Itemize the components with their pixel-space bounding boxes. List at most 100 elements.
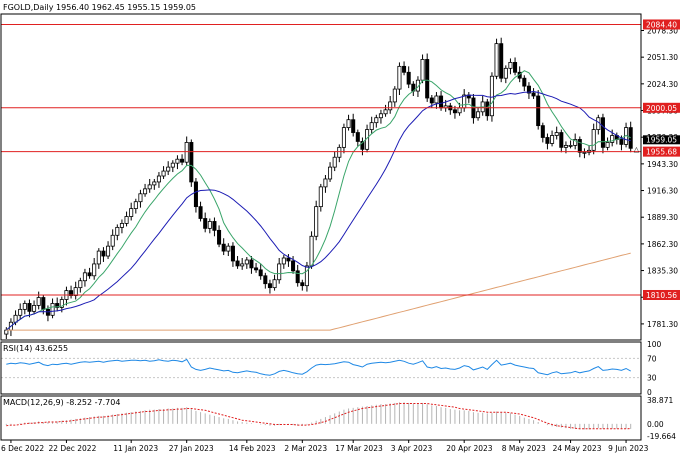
candle-body[interactable] — [129, 208, 134, 217]
candle-body[interactable] — [503, 67, 508, 79]
candle-body[interactable] — [628, 127, 633, 149]
candle-body[interactable] — [489, 75, 494, 117]
candle-body[interactable] — [184, 142, 189, 163]
candle-body[interactable] — [101, 250, 106, 257]
candle-body[interactable] — [147, 184, 152, 190]
candle-body[interactable] — [429, 97, 434, 104]
candle-body[interactable] — [249, 259, 254, 269]
candle-body[interactable] — [573, 139, 578, 146]
candle-body[interactable] — [369, 122, 374, 130]
candle-body[interactable] — [568, 144, 573, 147]
candle-body[interactable] — [203, 218, 208, 229]
candle-body[interactable] — [212, 221, 217, 231]
candle-body[interactable] — [59, 299, 64, 308]
candle-body[interactable] — [360, 141, 365, 150]
candle-body[interactable] — [374, 117, 379, 124]
candle-body[interactable] — [351, 119, 356, 133]
candle-body[interactable] — [138, 193, 143, 203]
candle-body[interactable] — [314, 206, 319, 237]
candle-body[interactable] — [439, 95, 444, 109]
candle-body[interactable] — [619, 139, 624, 145]
candle-body[interactable] — [545, 137, 550, 144]
candle-body[interactable] — [318, 186, 323, 208]
candle-body[interactable] — [383, 109, 388, 115]
candle-body[interactable] — [226, 245, 231, 252]
candle-body[interactable] — [536, 95, 541, 127]
candle-body[interactable] — [531, 92, 536, 97]
candle-body[interactable] — [286, 257, 291, 262]
candle-body[interactable] — [18, 308, 23, 316]
candle-body[interactable] — [106, 245, 111, 257]
candle-body[interactable] — [161, 170, 166, 177]
candle-body[interactable] — [22, 303, 27, 310]
candle-body[interactable] — [115, 226, 120, 236]
candle-body[interactable] — [295, 270, 300, 284]
candle-body[interactable] — [82, 272, 87, 282]
candle-body[interactable] — [124, 216, 129, 224]
candle-body[interactable] — [397, 65, 402, 90]
candle-body[interactable] — [189, 142, 194, 183]
candle-body[interactable] — [4, 329, 9, 335]
candle-body[interactable] — [341, 127, 346, 148]
candle-body[interactable] — [605, 142, 610, 148]
candle-body[interactable] — [36, 297, 41, 306]
candle-body[interactable] — [235, 260, 240, 267]
candle-body[interactable] — [610, 135, 615, 143]
candle-body[interactable] — [207, 221, 212, 229]
candle-body[interactable] — [73, 287, 78, 296]
candle-body[interactable] — [175, 158, 180, 164]
candle-body[interactable] — [156, 175, 161, 183]
candle-body[interactable] — [78, 280, 83, 289]
candle-body[interactable] — [258, 269, 263, 277]
candle-body[interactable] — [69, 290, 74, 296]
candle-body[interactable] — [388, 101, 393, 111]
candle-body[interactable] — [277, 263, 282, 281]
price-panel[interactable]: △ — [1, 23, 641, 340]
candle-body[interactable] — [415, 79, 420, 92]
candle-body[interactable] — [170, 162, 175, 168]
candle-body[interactable] — [508, 62, 513, 69]
candle-body[interactable] — [513, 62, 518, 73]
candle-body[interactable] — [452, 109, 457, 114]
candle-body[interactable] — [425, 59, 430, 99]
candle-body[interactable] — [291, 260, 296, 272]
candle-body[interactable] — [267, 283, 272, 289]
candle-body[interactable] — [323, 178, 328, 188]
candle-body[interactable] — [217, 229, 222, 245]
candle-body[interactable] — [92, 263, 97, 277]
candle-body[interactable] — [550, 135, 555, 144]
candle-body[interactable] — [110, 234, 115, 247]
candle-body[interactable] — [281, 257, 286, 265]
candle-body[interactable] — [96, 250, 101, 265]
candle-body[interactable] — [143, 188, 148, 195]
rsi-panel[interactable] — [1, 357, 641, 379]
candle-body[interactable] — [133, 201, 138, 210]
candle-body[interactable] — [87, 272, 92, 277]
candle-body[interactable] — [240, 263, 245, 267]
candle-body[interactable] — [485, 101, 490, 117]
candle-body[interactable] — [402, 65, 407, 73]
candle-body[interactable] — [198, 206, 203, 219]
candle-body[interactable] — [582, 151, 587, 154]
candle-body[interactable] — [563, 144, 568, 148]
candle-body[interactable] — [221, 243, 226, 252]
candle-body[interactable] — [244, 259, 249, 265]
candle-body[interactable] — [591, 129, 596, 151]
candle-body[interactable] — [263, 275, 268, 285]
candle-body[interactable] — [522, 77, 527, 87]
candle-body[interactable] — [152, 181, 157, 186]
candle-body[interactable] — [41, 297, 46, 310]
candle-body[interactable] — [328, 166, 333, 180]
candle-body[interactable] — [346, 119, 351, 129]
candle-body[interactable] — [457, 107, 462, 114]
candle-body[interactable] — [309, 235, 314, 267]
candle-body[interactable] — [230, 245, 235, 262]
candle-body[interactable] — [119, 223, 124, 228]
candle-body[interactable] — [193, 181, 198, 208]
candle-body[interactable] — [559, 132, 564, 148]
candle-body[interactable] — [378, 113, 383, 119]
candle-body[interactable] — [332, 156, 337, 168]
candle-body[interactable] — [272, 279, 277, 289]
candle-body[interactable] — [600, 117, 605, 148]
